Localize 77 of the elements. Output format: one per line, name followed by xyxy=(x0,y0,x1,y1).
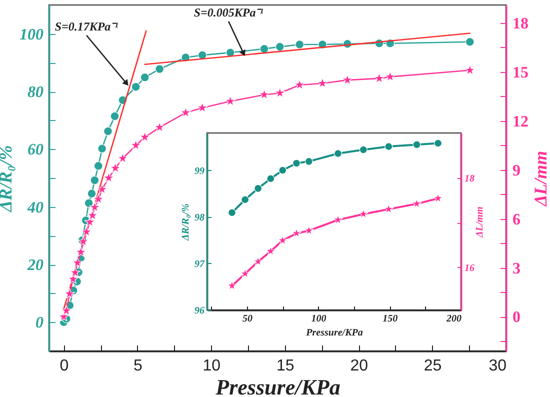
point xyxy=(87,189,96,198)
point xyxy=(76,246,86,257)
y-tick-label: 100 xyxy=(20,26,44,44)
point xyxy=(131,82,140,92)
y2-tick-label: 16 xyxy=(464,262,474,274)
x-tick-label: 20 xyxy=(350,358,368,374)
point xyxy=(58,311,70,322)
annotation: S=0.005KPa⁻¹ xyxy=(194,5,264,20)
point xyxy=(180,107,191,118)
point xyxy=(225,96,236,106)
y-axis-title: ΔR/R₀/% xyxy=(180,204,192,242)
point xyxy=(260,44,269,54)
point xyxy=(87,210,98,220)
point xyxy=(84,216,96,227)
point xyxy=(110,112,120,121)
x-tick-label: 30 xyxy=(488,358,507,374)
y-tick-label: 60 xyxy=(28,142,44,159)
point xyxy=(465,37,474,46)
y2-tick-label: 6 xyxy=(512,211,520,228)
y-tick-label: 99 xyxy=(194,166,204,177)
y2-tick-label: 3 xyxy=(512,260,520,278)
point xyxy=(103,126,112,136)
point xyxy=(295,40,304,49)
point xyxy=(81,226,92,236)
y-tick-label: 97 xyxy=(194,258,206,270)
point xyxy=(294,79,305,90)
point xyxy=(342,74,353,85)
point xyxy=(96,184,108,194)
y-tick-label: 20 xyxy=(26,257,44,274)
x-tick-label: 25 xyxy=(424,358,442,374)
point xyxy=(464,64,476,75)
x-tick-label: 50 xyxy=(242,314,252,324)
y2-tick-label: 9 xyxy=(512,162,520,180)
y2-tick-label: 18 xyxy=(464,173,474,184)
point xyxy=(317,78,328,88)
y-tick-label: 40 xyxy=(26,199,44,216)
point xyxy=(258,89,270,100)
y2-axis-title: ΔL/mm xyxy=(474,206,486,238)
point xyxy=(70,267,80,278)
x-tick-label: 15 xyxy=(276,358,294,374)
y2-tick-label: 18 xyxy=(512,15,528,32)
x-tick-label: 100 xyxy=(311,314,326,324)
point xyxy=(140,72,150,82)
point xyxy=(275,42,284,52)
point xyxy=(93,194,104,204)
point xyxy=(155,64,164,74)
y-tick-label: 80 xyxy=(28,84,44,101)
point xyxy=(274,88,286,98)
point xyxy=(130,140,142,150)
point xyxy=(89,202,100,212)
x-axis-title: Pressure/KPa xyxy=(214,374,340,397)
y2-tick-label: 15 xyxy=(512,64,528,82)
x-tick-label: 10 xyxy=(202,358,221,374)
point xyxy=(64,288,75,298)
y2-tick-label: 12 xyxy=(512,113,528,130)
point xyxy=(110,162,121,173)
x-tick-label: 0 xyxy=(60,358,69,374)
x-axis-title: Pressure/KPa xyxy=(306,328,363,338)
point xyxy=(94,161,103,170)
point xyxy=(61,305,72,316)
x-tick-label: 5 xyxy=(134,358,142,374)
point xyxy=(374,72,385,84)
point xyxy=(72,257,83,268)
point xyxy=(196,102,208,112)
annotation: S=0.17KPa⁻¹ xyxy=(54,19,119,34)
point xyxy=(90,176,100,185)
point xyxy=(84,198,94,208)
point xyxy=(384,71,396,82)
point xyxy=(139,132,150,142)
point xyxy=(117,152,128,163)
y2-axis-title: ΔL/mm xyxy=(530,150,550,208)
y-tick-label: 96 xyxy=(194,306,204,316)
point xyxy=(103,172,114,183)
x-tick-label: 150 xyxy=(382,314,398,324)
point xyxy=(98,144,107,154)
x-tick-label: 200 xyxy=(446,314,462,324)
y-tick-label: 98 xyxy=(194,212,204,224)
